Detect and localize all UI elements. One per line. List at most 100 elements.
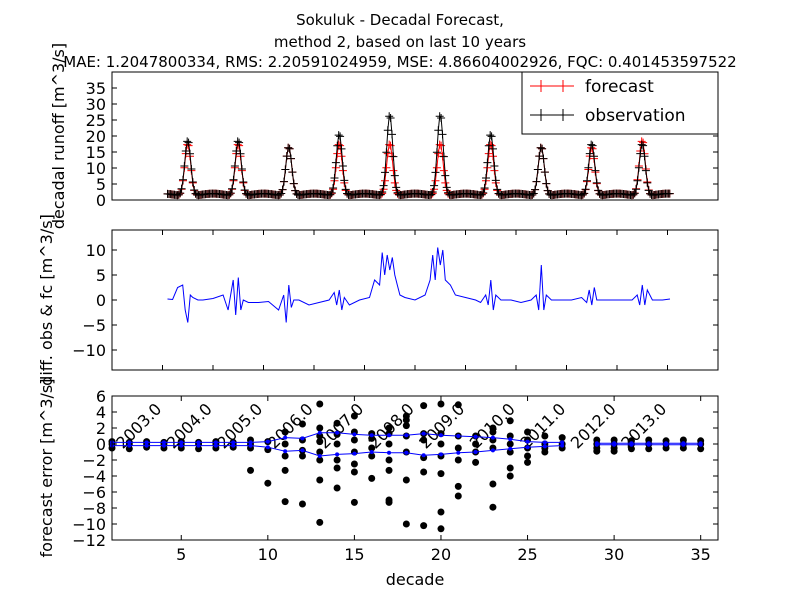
observation-marker — [428, 188, 437, 197]
error-point — [350, 436, 358, 444]
error-band-lower-point — [248, 443, 253, 448]
error-point — [679, 444, 687, 452]
error-ytick-label: −12 — [72, 531, 106, 550]
error-point — [298, 500, 306, 508]
observation-marker — [176, 189, 185, 198]
error-band-lower-point — [196, 443, 201, 448]
error-point — [697, 445, 705, 453]
error-point — [368, 434, 376, 442]
error-band-lower-point — [317, 454, 322, 458]
error-band-lower-point — [335, 452, 340, 457]
error-point — [524, 428, 532, 436]
error-point — [506, 472, 514, 480]
error-point — [489, 503, 497, 511]
observation-marker — [285, 144, 294, 153]
forecast-marker — [431, 176, 440, 185]
error-band-upper-point — [525, 439, 530, 444]
error-point — [281, 440, 289, 448]
error-point — [350, 412, 358, 420]
observation-marker — [341, 185, 350, 194]
observation-marker — [333, 141, 342, 150]
observation-marker — [331, 158, 340, 167]
observation-marker — [430, 181, 439, 190]
error-point — [437, 400, 445, 408]
chart-title-line-3: MAE: 1.2047800334, RMS: 2.20591024959, M… — [63, 53, 736, 71]
error-point — [472, 458, 480, 466]
error-point — [316, 476, 324, 484]
observation-marker — [580, 189, 589, 198]
error-xtick-label: 15 — [344, 545, 364, 564]
observation-marker — [232, 146, 241, 155]
error-point — [437, 470, 445, 478]
error-xtick-label: 20 — [431, 545, 451, 564]
error-band-lower-point — [542, 444, 547, 449]
observation-marker — [643, 178, 652, 187]
observation-marker — [187, 165, 196, 174]
error-band-lower-point — [179, 443, 184, 448]
error-point — [402, 476, 410, 484]
error-band-upper-point — [421, 431, 426, 436]
error-xtick-label: 10 — [258, 545, 278, 564]
forecast-marker — [441, 178, 450, 187]
error-point — [524, 452, 532, 460]
error-band-lower-point — [456, 450, 461, 455]
observation-marker — [479, 188, 488, 197]
error-band-lower-point — [127, 443, 132, 448]
forecast-marker — [437, 141, 446, 150]
error-point — [489, 428, 497, 436]
error-point — [593, 447, 601, 455]
error-point — [541, 432, 549, 440]
observation-marker — [442, 183, 451, 192]
observation-marker — [275, 190, 284, 199]
error-band-upper-point — [456, 434, 461, 438]
observation-marker — [337, 144, 346, 153]
observation-marker — [665, 189, 674, 198]
error-ytick-label: −10 — [72, 515, 106, 534]
error-band-lower-point — [213, 443, 218, 448]
error-ytick-label: 4 — [96, 403, 106, 422]
error-ytick-label: −4 — [82, 467, 106, 486]
observation-marker — [634, 163, 643, 172]
error-ytick-label: −2 — [82, 451, 106, 470]
error-band-upper-point — [283, 435, 288, 440]
difference-ytick-label: −10 — [72, 341, 106, 360]
difference-ytick-label: 5 — [96, 266, 106, 285]
error-point — [298, 420, 306, 428]
error-band-lower-point — [681, 442, 686, 447]
error-band-upper-point — [490, 435, 495, 440]
error-band-lower-point — [144, 443, 149, 448]
error-band-lower-point — [404, 450, 409, 455]
error-point — [298, 452, 306, 460]
error-band-upper-point — [508, 437, 513, 442]
legend-observation-label: observation — [585, 106, 686, 126]
forecast-marker — [432, 163, 441, 172]
observation-marker — [382, 148, 391, 157]
observation-marker — [587, 140, 596, 149]
observation-marker — [484, 141, 493, 150]
observation-marker — [431, 168, 440, 177]
error-band-upper-point — [387, 433, 392, 438]
observation-marker — [237, 165, 246, 174]
error-point — [645, 445, 653, 453]
observation-marker — [633, 176, 642, 185]
error-point — [402, 422, 410, 430]
observation-marker — [536, 143, 545, 152]
error-point — [333, 456, 341, 464]
observation-marker — [180, 162, 189, 171]
error-point — [489, 480, 497, 488]
error-point — [125, 445, 133, 453]
error-xlabel: decade — [386, 570, 445, 589]
observation-marker — [636, 149, 645, 158]
error-point — [506, 417, 514, 425]
observation-marker — [535, 152, 544, 161]
error-ytick-label: −8 — [82, 499, 106, 518]
error-point — [333, 464, 341, 472]
error-ytick-label: 6 — [96, 387, 106, 406]
error-band-lower-point — [490, 448, 495, 453]
observation-marker — [533, 165, 542, 174]
error-band-lower-point — [560, 443, 565, 448]
error-band-lower-point — [161, 443, 166, 448]
error-point — [454, 444, 462, 452]
